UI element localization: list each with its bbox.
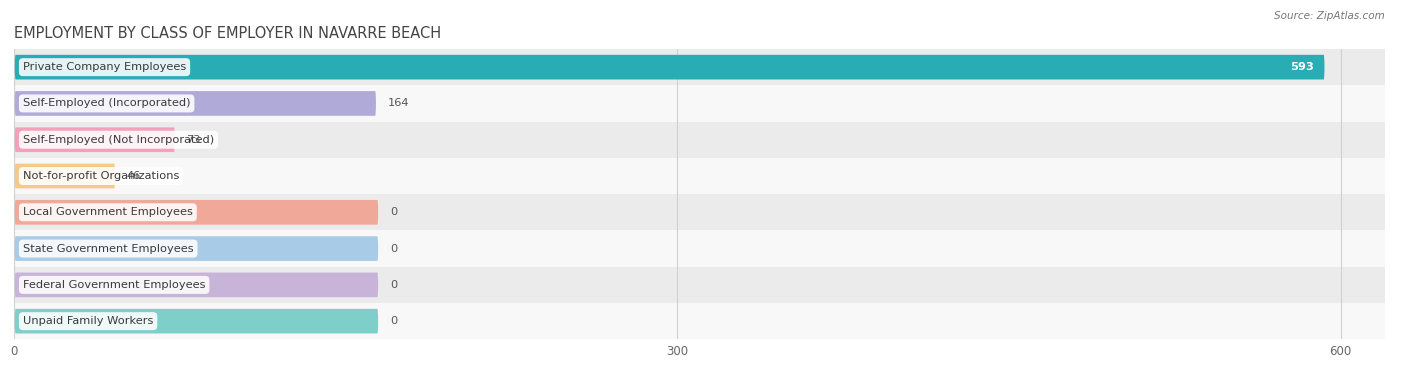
Bar xyxy=(14,121,1385,158)
Bar xyxy=(14,194,1385,230)
Text: EMPLOYMENT BY CLASS OF EMPLOYER IN NAVARRE BEACH: EMPLOYMENT BY CLASS OF EMPLOYER IN NAVAR… xyxy=(14,26,441,41)
Text: Private Company Employees: Private Company Employees xyxy=(22,62,186,72)
FancyBboxPatch shape xyxy=(15,273,378,297)
Text: Self-Employed (Incorporated): Self-Employed (Incorporated) xyxy=(22,98,190,109)
Text: 0: 0 xyxy=(389,207,396,217)
Text: 593: 593 xyxy=(1291,62,1315,72)
FancyBboxPatch shape xyxy=(15,91,375,116)
Text: 0: 0 xyxy=(389,280,396,290)
FancyBboxPatch shape xyxy=(15,236,378,261)
FancyBboxPatch shape xyxy=(15,200,378,225)
Text: Unpaid Family Workers: Unpaid Family Workers xyxy=(22,316,153,326)
Bar xyxy=(14,158,1385,194)
Text: Local Government Employees: Local Government Employees xyxy=(22,207,193,217)
Text: 46: 46 xyxy=(127,171,141,181)
Text: Source: ZipAtlas.com: Source: ZipAtlas.com xyxy=(1274,11,1385,21)
Text: Federal Government Employees: Federal Government Employees xyxy=(22,280,205,290)
FancyBboxPatch shape xyxy=(15,309,378,334)
Text: Not-for-profit Organizations: Not-for-profit Organizations xyxy=(22,171,180,181)
FancyBboxPatch shape xyxy=(15,55,1324,80)
Bar xyxy=(14,303,1385,339)
Text: State Government Employees: State Government Employees xyxy=(22,244,194,254)
Bar xyxy=(14,49,1385,85)
Bar xyxy=(14,267,1385,303)
FancyBboxPatch shape xyxy=(15,164,115,188)
FancyBboxPatch shape xyxy=(15,127,174,152)
Text: 164: 164 xyxy=(388,98,409,109)
Text: 0: 0 xyxy=(389,244,396,254)
Bar xyxy=(14,85,1385,121)
Bar xyxy=(14,230,1385,267)
Text: Self-Employed (Not Incorporated): Self-Employed (Not Incorporated) xyxy=(22,135,214,145)
Text: 73: 73 xyxy=(187,135,201,145)
Text: 0: 0 xyxy=(389,316,396,326)
